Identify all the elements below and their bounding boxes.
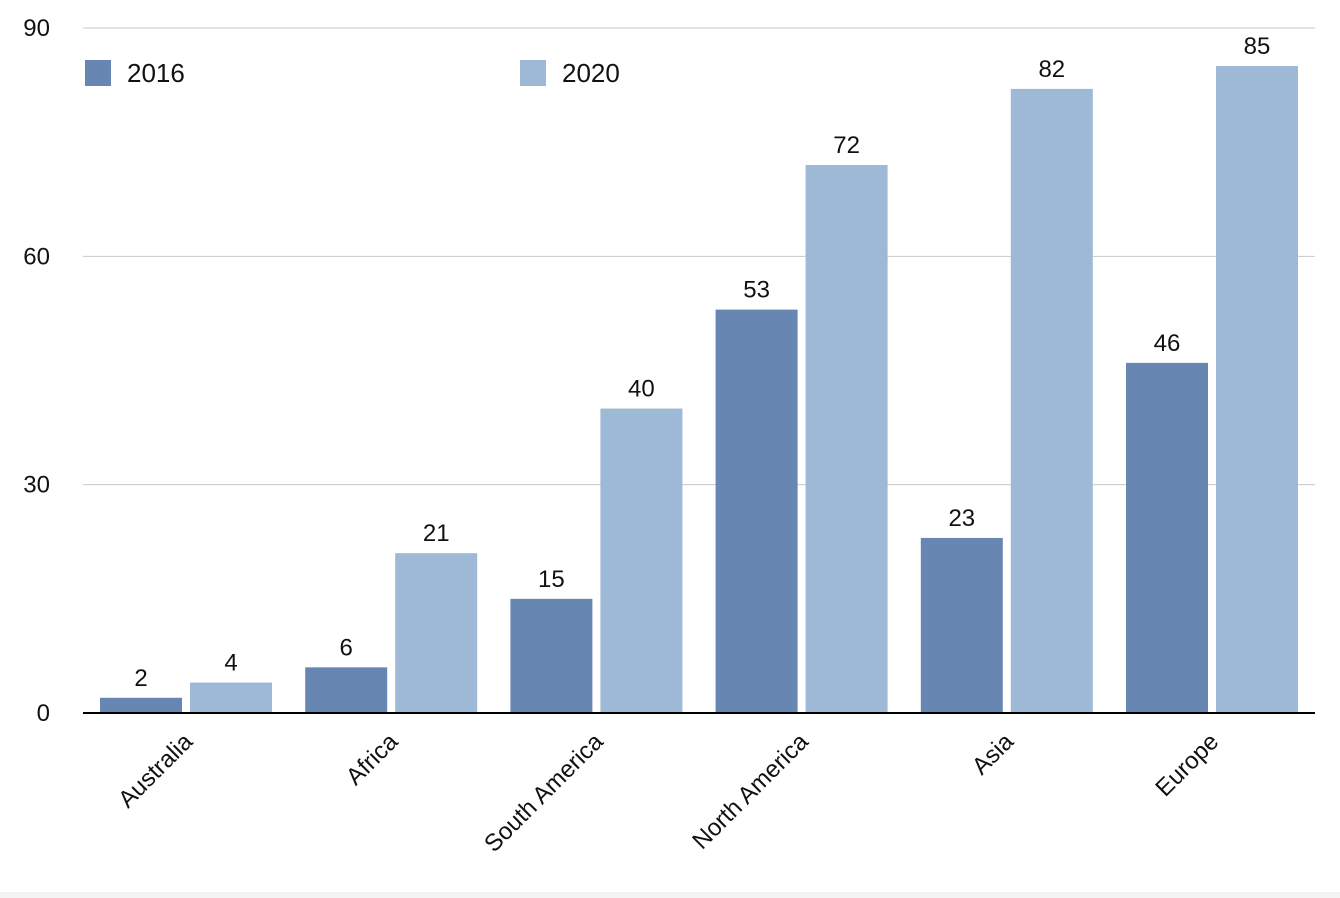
bar-2020-south-america [600, 408, 683, 713]
bar-2020-asia [1010, 88, 1093, 713]
bar-2016-asia [920, 537, 1003, 713]
bar-2016-south-america [510, 598, 593, 713]
legend-item-2020[interactable]: 2020 [520, 58, 620, 88]
x-tick-label: Europe [1150, 728, 1224, 802]
bar-2020-europe [1216, 66, 1298, 714]
bottom-strip [0, 892, 1340, 898]
legend-swatch [520, 60, 546, 86]
data-label: 53 [743, 277, 770, 304]
data-label: 15 [538, 566, 565, 593]
x-tick-label: Asia [967, 728, 1020, 781]
x-tick-label: South America [479, 728, 609, 858]
legend-label: 2016 [127, 58, 185, 88]
data-label: 82 [1038, 56, 1065, 83]
y-tick-label: 0 [37, 700, 50, 727]
bars [100, 66, 1298, 714]
data-label: 21 [423, 520, 450, 547]
legend-swatch [85, 60, 111, 86]
gridlines [83, 27, 1315, 486]
bar-2016-europe [1126, 362, 1208, 713]
legend[interactable]: 2016 2020 [85, 58, 620, 88]
data-label: 2 [134, 665, 147, 692]
data-label: 46 [1154, 330, 1181, 357]
y-tick-label: 60 [23, 243, 50, 270]
data-label: 40 [628, 376, 655, 403]
bar-2020-australia [190, 682, 272, 713]
y-tick-label: 90 [23, 15, 50, 42]
legend-item-2016[interactable]: 2016 [85, 58, 185, 88]
data-label: 4 [224, 650, 237, 677]
legend-label: 2020 [562, 58, 620, 88]
y-axis-tick-labels: 0 30 60 90 [23, 15, 50, 727]
bar-2016-africa [305, 667, 388, 713]
x-tick-label: Australia [113, 728, 199, 814]
y-tick-label: 30 [23, 472, 50, 499]
data-label: 72 [833, 132, 860, 159]
bar-2020-north-america [805, 165, 888, 713]
data-label: 85 [1244, 33, 1271, 60]
x-axis-tick-labels: Australia Africa South America North Americ… [113, 728, 1224, 858]
bar-2016-australia [100, 697, 182, 713]
data-label: 23 [948, 505, 975, 532]
x-tick-label: North America [687, 728, 814, 855]
data-label: 6 [340, 634, 353, 661]
bar-2016-north-america [715, 309, 798, 713]
x-tick-label: Africa [341, 728, 404, 791]
bar-2020-africa [395, 553, 478, 713]
